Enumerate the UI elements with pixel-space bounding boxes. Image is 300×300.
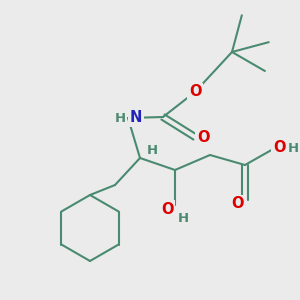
Text: N: N	[130, 110, 142, 125]
Text: O: O	[161, 202, 173, 217]
Text: H: H	[114, 112, 126, 124]
Text: H: H	[146, 143, 158, 157]
Text: H: H	[177, 212, 189, 226]
Text: O: O	[189, 85, 201, 100]
Text: O: O	[197, 130, 209, 145]
Text: H: H	[287, 142, 298, 154]
Text: O: O	[231, 196, 243, 211]
Text: O: O	[273, 140, 285, 155]
